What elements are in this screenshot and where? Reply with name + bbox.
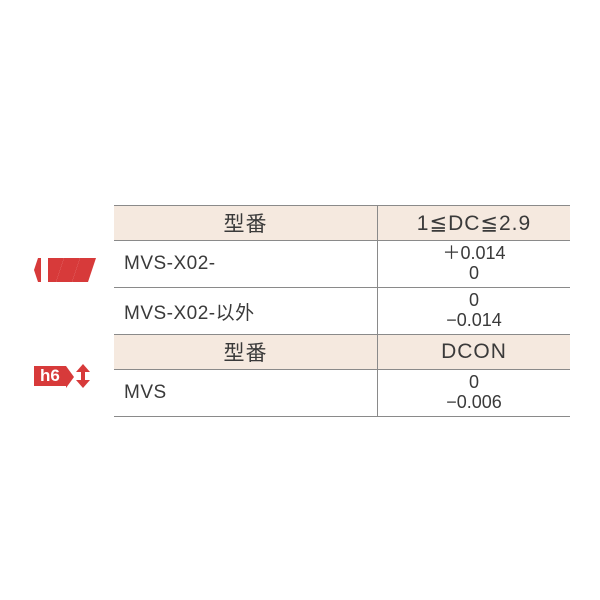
table-1-row-0-label: MVS-X02-: [114, 241, 377, 287]
section-2: h6 型番 DCON MVS 0: [30, 335, 570, 417]
drill-arrow-icon: [34, 256, 96, 284]
updown-arrow-icon: [76, 364, 90, 388]
table-2: 型番 DCON MVS 0 −0.006: [114, 335, 570, 417]
section-1-icon-slot: [30, 205, 114, 335]
table-2-row-0-tol: 0 −0.006: [377, 370, 570, 416]
section-1: 型番 1≦DC≦2.9 MVS-X02- ＋0.014 0 MVS-X02-以外…: [30, 205, 570, 335]
tolerance-tables: 型番 1≦DC≦2.9 MVS-X02- ＋0.014 0 MVS-X02-以外…: [30, 205, 570, 417]
tol-upper: ＋0.014: [442, 244, 505, 264]
table-1: 型番 1≦DC≦2.9 MVS-X02- ＋0.014 0 MVS-X02-以外…: [114, 205, 570, 335]
h6-icon: h6: [34, 364, 96, 388]
table-2-row-0-label: MVS: [114, 370, 377, 416]
table-1-row-0-tol: ＋0.014 0: [377, 241, 570, 287]
table-1-header-col2: 1≦DC≦2.9: [377, 206, 570, 240]
table-1-row-1: MVS-X02-以外 0 −0.014: [114, 288, 570, 335]
tol-upper: 0: [469, 373, 479, 393]
table-1-row-0: MVS-X02- ＋0.014 0: [114, 241, 570, 288]
tol-upper: 0: [469, 291, 479, 311]
table-2-header-col2: DCON: [377, 335, 570, 369]
table-2-row-0: MVS 0 −0.006: [114, 370, 570, 417]
tol-lower: 0: [469, 264, 479, 284]
tol-lower: −0.014: [446, 311, 502, 331]
table-2-header: 型番 DCON: [114, 335, 570, 370]
table-1-row-1-tol: 0 −0.014: [377, 288, 570, 334]
h6-label: h6: [34, 366, 66, 386]
section-2-icon-slot: h6: [30, 335, 114, 417]
table-1-header-col1: 型番: [114, 206, 377, 240]
table-2-header-col1: 型番: [114, 335, 377, 369]
table-1-header: 型番 1≦DC≦2.9: [114, 205, 570, 241]
tol-lower: −0.006: [446, 393, 502, 413]
table-1-row-1-label: MVS-X02-以外: [114, 288, 377, 334]
